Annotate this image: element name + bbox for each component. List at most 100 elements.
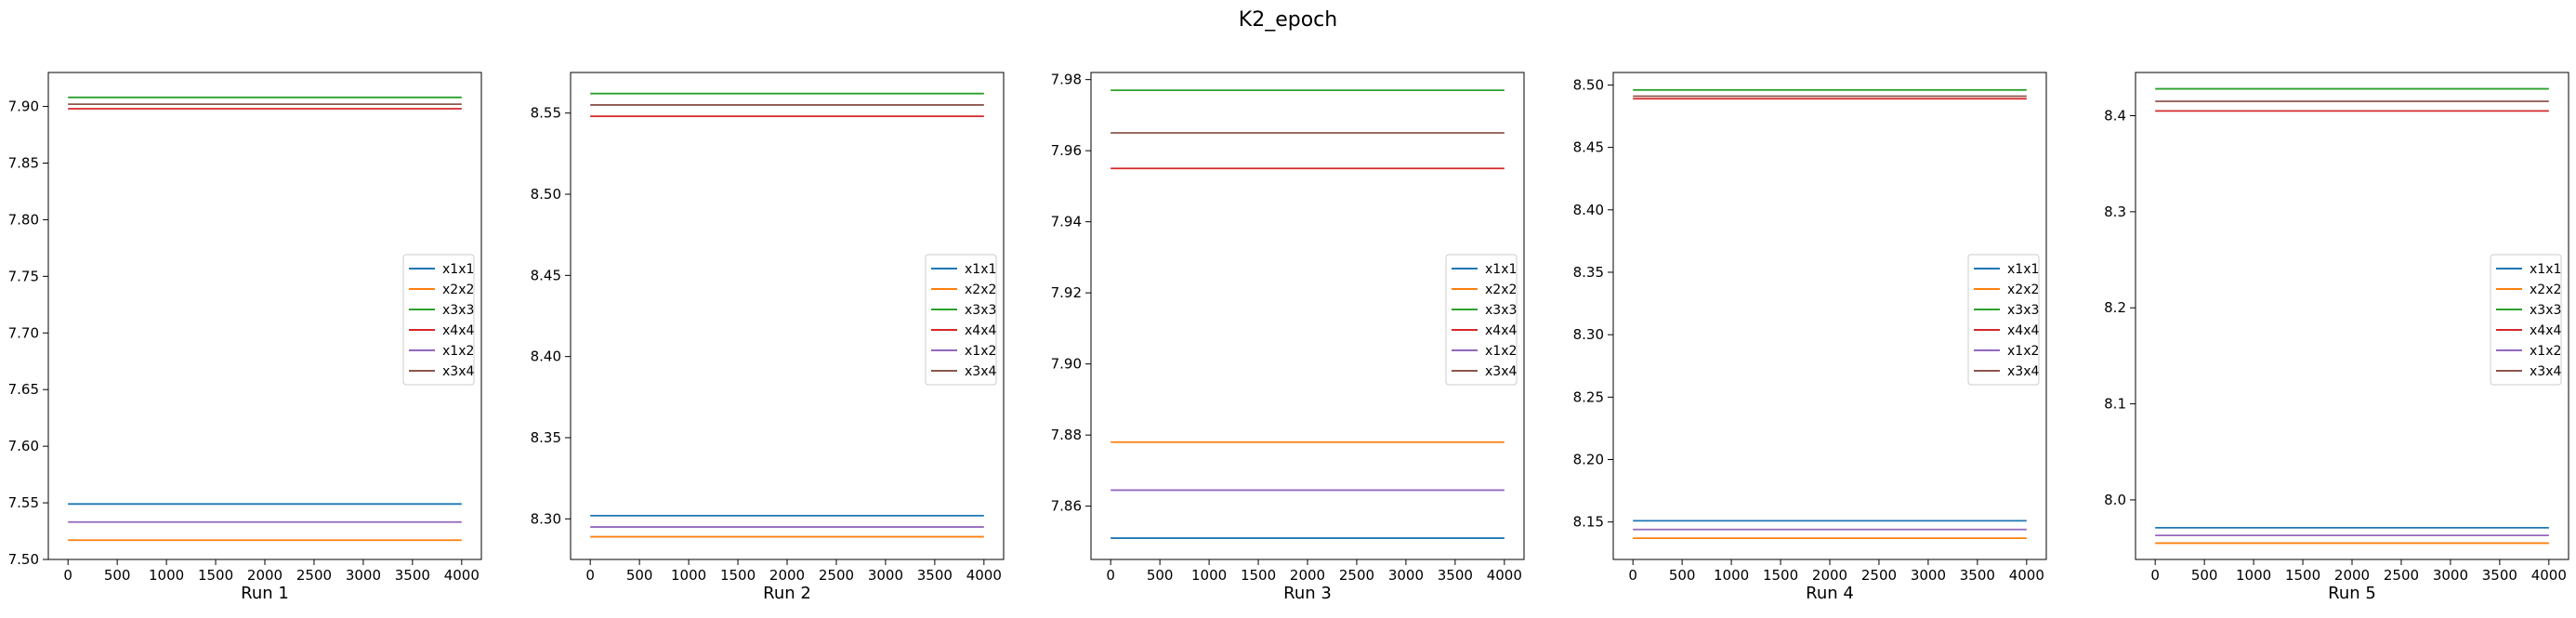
legend-frame [925, 254, 997, 386]
x-tick-label: 0 [585, 567, 595, 584]
legend: x1x1 x2x2 x3x3 x4x4 x1x2 x3x4 [1967, 254, 2040, 386]
x-tick-label: 2500 [296, 567, 332, 584]
y-tick-label: 8.3 [2104, 204, 2126, 220]
y-tick-label: 8.35 [1573, 264, 1604, 281]
x-tick-label: 0 [63, 567, 72, 584]
y-tick-label: 8.40 [1573, 202, 1604, 218]
x-tick-label: 1500 [1763, 567, 1798, 584]
y-tick-label: 7.92 [1051, 284, 1082, 301]
x-axis-label: Run 2 [763, 584, 811, 603]
x-tick-label: 3000 [346, 567, 381, 584]
axes-frame [1090, 72, 1525, 560]
axes-frame [2135, 72, 2569, 560]
legend-frame [1967, 254, 2040, 386]
legend-label-x1x1: x1x1 [2530, 262, 2561, 277]
y-tick-label: 8.1 [2104, 396, 2126, 413]
subplot-run-3: 0 500 1000 1500 2000 2500 3000 3500 4000 7.86 7.88… [1051, 72, 1525, 603]
y-tick-label: 8.45 [1573, 139, 1604, 156]
y-tick-label: 8.40 [531, 348, 561, 365]
legend-label-x2x2: x2x2 [2530, 283, 2561, 297]
subplot-run-1: 0 500 1000 1500 2000 2500 3000 3500 4000 7.50 7.55… [8, 72, 482, 603]
y-tick-label: 7.85 [8, 154, 39, 171]
y-tick-label: 7.90 [8, 99, 39, 115]
y-tick-label: 7.86 [1051, 498, 1082, 515]
legend-label-x1x1: x1x1 [1485, 262, 1517, 277]
x-tick-label: 2000 [2334, 567, 2370, 584]
legend: x1x1 x2x2 x3x3 x4x4 x1x2 x3x4 [2490, 254, 2562, 386]
y-tick-label: 8.0 [2104, 492, 2126, 508]
y-tick-label: 8.25 [1573, 388, 1604, 405]
legend-label-x1x2: x1x2 [2007, 344, 2039, 359]
y-tick-label: 7.96 [1051, 142, 1082, 159]
y-tick-label: 7.88 [1051, 427, 1082, 443]
axes-frame [570, 72, 1005, 560]
legend-label-x3x4: x3x4 [2007, 364, 2039, 379]
x-tick-label: 2500 [1339, 567, 1374, 584]
y-tick-label: 8.30 [531, 510, 561, 527]
legend-frame [2490, 254, 2562, 386]
x-axis-label: Run 5 [2328, 584, 2376, 603]
y-tick-label: 8.4 [2104, 108, 2126, 125]
x-tick-label: 3000 [868, 567, 903, 584]
x-tick-label: 0 [1628, 567, 1637, 584]
legend-label-x3x4: x3x4 [442, 364, 474, 379]
x-tick-label: 1000 [149, 567, 184, 584]
x-tick-label: 0 [2150, 567, 2160, 584]
y-tick-label: 8.35 [531, 429, 561, 446]
y-tick-label: 7.75 [8, 268, 39, 284]
legend-label-x1x1: x1x1 [965, 262, 996, 277]
legend-label-x1x2: x1x2 [965, 344, 996, 359]
x-tick-label: 2500 [1861, 567, 1897, 584]
y-tick-label: 7.60 [8, 438, 39, 454]
x-tick-label: 500 [1147, 567, 1174, 584]
legend-label-x3x4: x3x4 [1485, 364, 1517, 379]
x-tick-label: 3000 [1911, 567, 1946, 584]
y-tick-label: 8.20 [1573, 452, 1604, 468]
y-tick-label: 7.80 [8, 211, 39, 228]
y-tick-label: 7.70 [8, 324, 39, 341]
y-tick-label: 7.90 [1051, 356, 1082, 373]
x-axis-label: Run 1 [241, 584, 289, 603]
x-tick-label: 1500 [1241, 567, 1276, 584]
axes-frame [47, 72, 482, 560]
x-tick-label: 1000 [671, 567, 706, 584]
legend-label-x1x2: x1x2 [2530, 344, 2561, 359]
legend-label-x2x2: x2x2 [1485, 283, 1517, 297]
subplot-run-5: 0 500 1000 1500 2000 2500 3000 3500 4000 8.0 8.1 8.… [2104, 72, 2569, 603]
x-tick-label: 4000 [444, 567, 480, 584]
x-tick-label: 1000 [2236, 567, 2271, 584]
x-tick-label: 500 [2191, 567, 2218, 584]
x-axis-label: Run 3 [1283, 584, 1332, 603]
x-tick-label: 4000 [2531, 567, 2567, 584]
x-tick-label: 3500 [395, 567, 430, 584]
y-tick-label: 8.2 [2104, 299, 2126, 316]
legend-label-x3x3: x3x3 [2007, 303, 2039, 318]
x-tick-label: 3500 [917, 567, 953, 584]
x-tick-label: 500 [626, 567, 653, 584]
legend-label-x4x4: x4x4 [442, 323, 474, 338]
x-tick-label: 2500 [2384, 567, 2419, 584]
legend-label-x3x3: x3x3 [2530, 303, 2561, 318]
x-tick-label: 4000 [2009, 567, 2044, 584]
figure-title: K2_epoch [1239, 8, 1337, 32]
x-tick-label: 1500 [2285, 567, 2320, 584]
legend-label-x2x2: x2x2 [965, 283, 996, 297]
legend-frame [1445, 254, 1518, 386]
x-tick-label: 1500 [720, 567, 756, 584]
x-axis-label: Run 4 [1806, 584, 1854, 603]
legend-label-x3x3: x3x3 [965, 303, 996, 318]
legend-label-x2x2: x2x2 [2007, 283, 2039, 297]
legend: x1x1 x2x2 x3x3 x4x4 x1x2 x3x4 [1445, 254, 1518, 386]
y-tick-label: 7.98 [1051, 72, 1082, 88]
legend-label-x1x2: x1x2 [442, 344, 474, 359]
x-tick-label: 500 [104, 567, 131, 584]
x-tick-label: 1500 [198, 567, 233, 584]
x-tick-label: 2000 [247, 567, 283, 584]
x-tick-label: 2000 [769, 567, 805, 584]
legend-label-x4x4: x4x4 [2007, 323, 2039, 338]
y-tick-label: 8.30 [1573, 326, 1604, 343]
subplot-run-4: 0 500 1000 1500 2000 2500 3000 3500 4000 8.15 8.20… [1573, 72, 2047, 603]
legend-label-x3x4: x3x4 [2530, 364, 2561, 379]
legend-label-x4x4: x4x4 [965, 323, 996, 338]
